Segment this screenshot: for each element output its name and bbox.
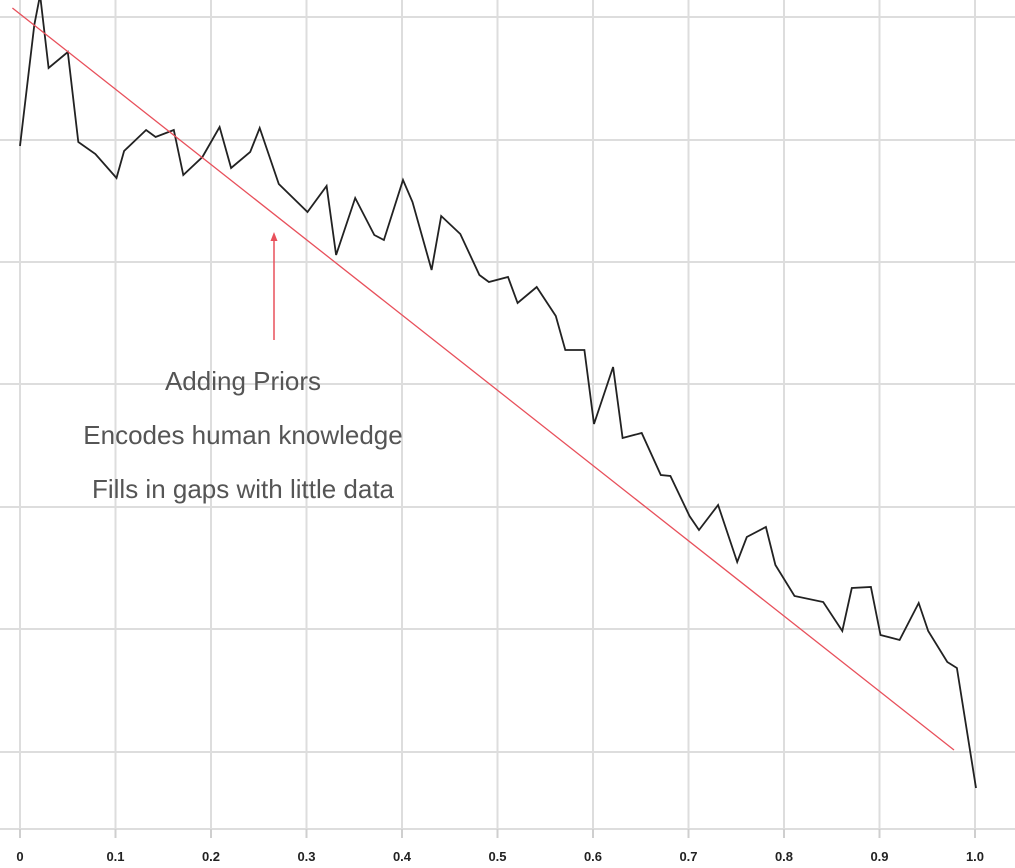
prior-trend-line xyxy=(11,7,955,751)
series-layer xyxy=(11,0,977,789)
annotation-line-2: Encodes human knowledge xyxy=(83,420,402,450)
x-tick-label: 1.0 xyxy=(966,849,984,864)
horizontal-grid-lines xyxy=(0,16,1015,753)
x-tick-label: 0.5 xyxy=(488,849,506,864)
x-tick-label: 0.1 xyxy=(106,849,124,864)
annotation-arrow-head xyxy=(270,232,278,241)
x-tick-label: 0.9 xyxy=(870,849,888,864)
x-tick-label: 0.7 xyxy=(679,849,697,864)
x-tick-label: 0.4 xyxy=(393,849,412,864)
x-tick-label: 0.3 xyxy=(297,849,315,864)
x-axis-ticks: 0 0.1 0.2 0.3 0.4 0.5 0.6 0.7 0.8 0.9 1.0 xyxy=(16,829,984,864)
annotation-line-1: Adding Priors xyxy=(165,366,321,396)
vertical-grid-lines xyxy=(19,0,976,829)
data-series-line xyxy=(19,0,977,789)
x-tick-label: 0.8 xyxy=(775,849,793,864)
x-tick-label: 0.2 xyxy=(202,849,220,864)
x-tick-label: 0 xyxy=(16,849,23,864)
x-tick-label: 0.6 xyxy=(584,849,602,864)
annotation-arrow xyxy=(270,232,278,340)
annotation-line-3: Fills in gaps with little data xyxy=(92,474,395,504)
